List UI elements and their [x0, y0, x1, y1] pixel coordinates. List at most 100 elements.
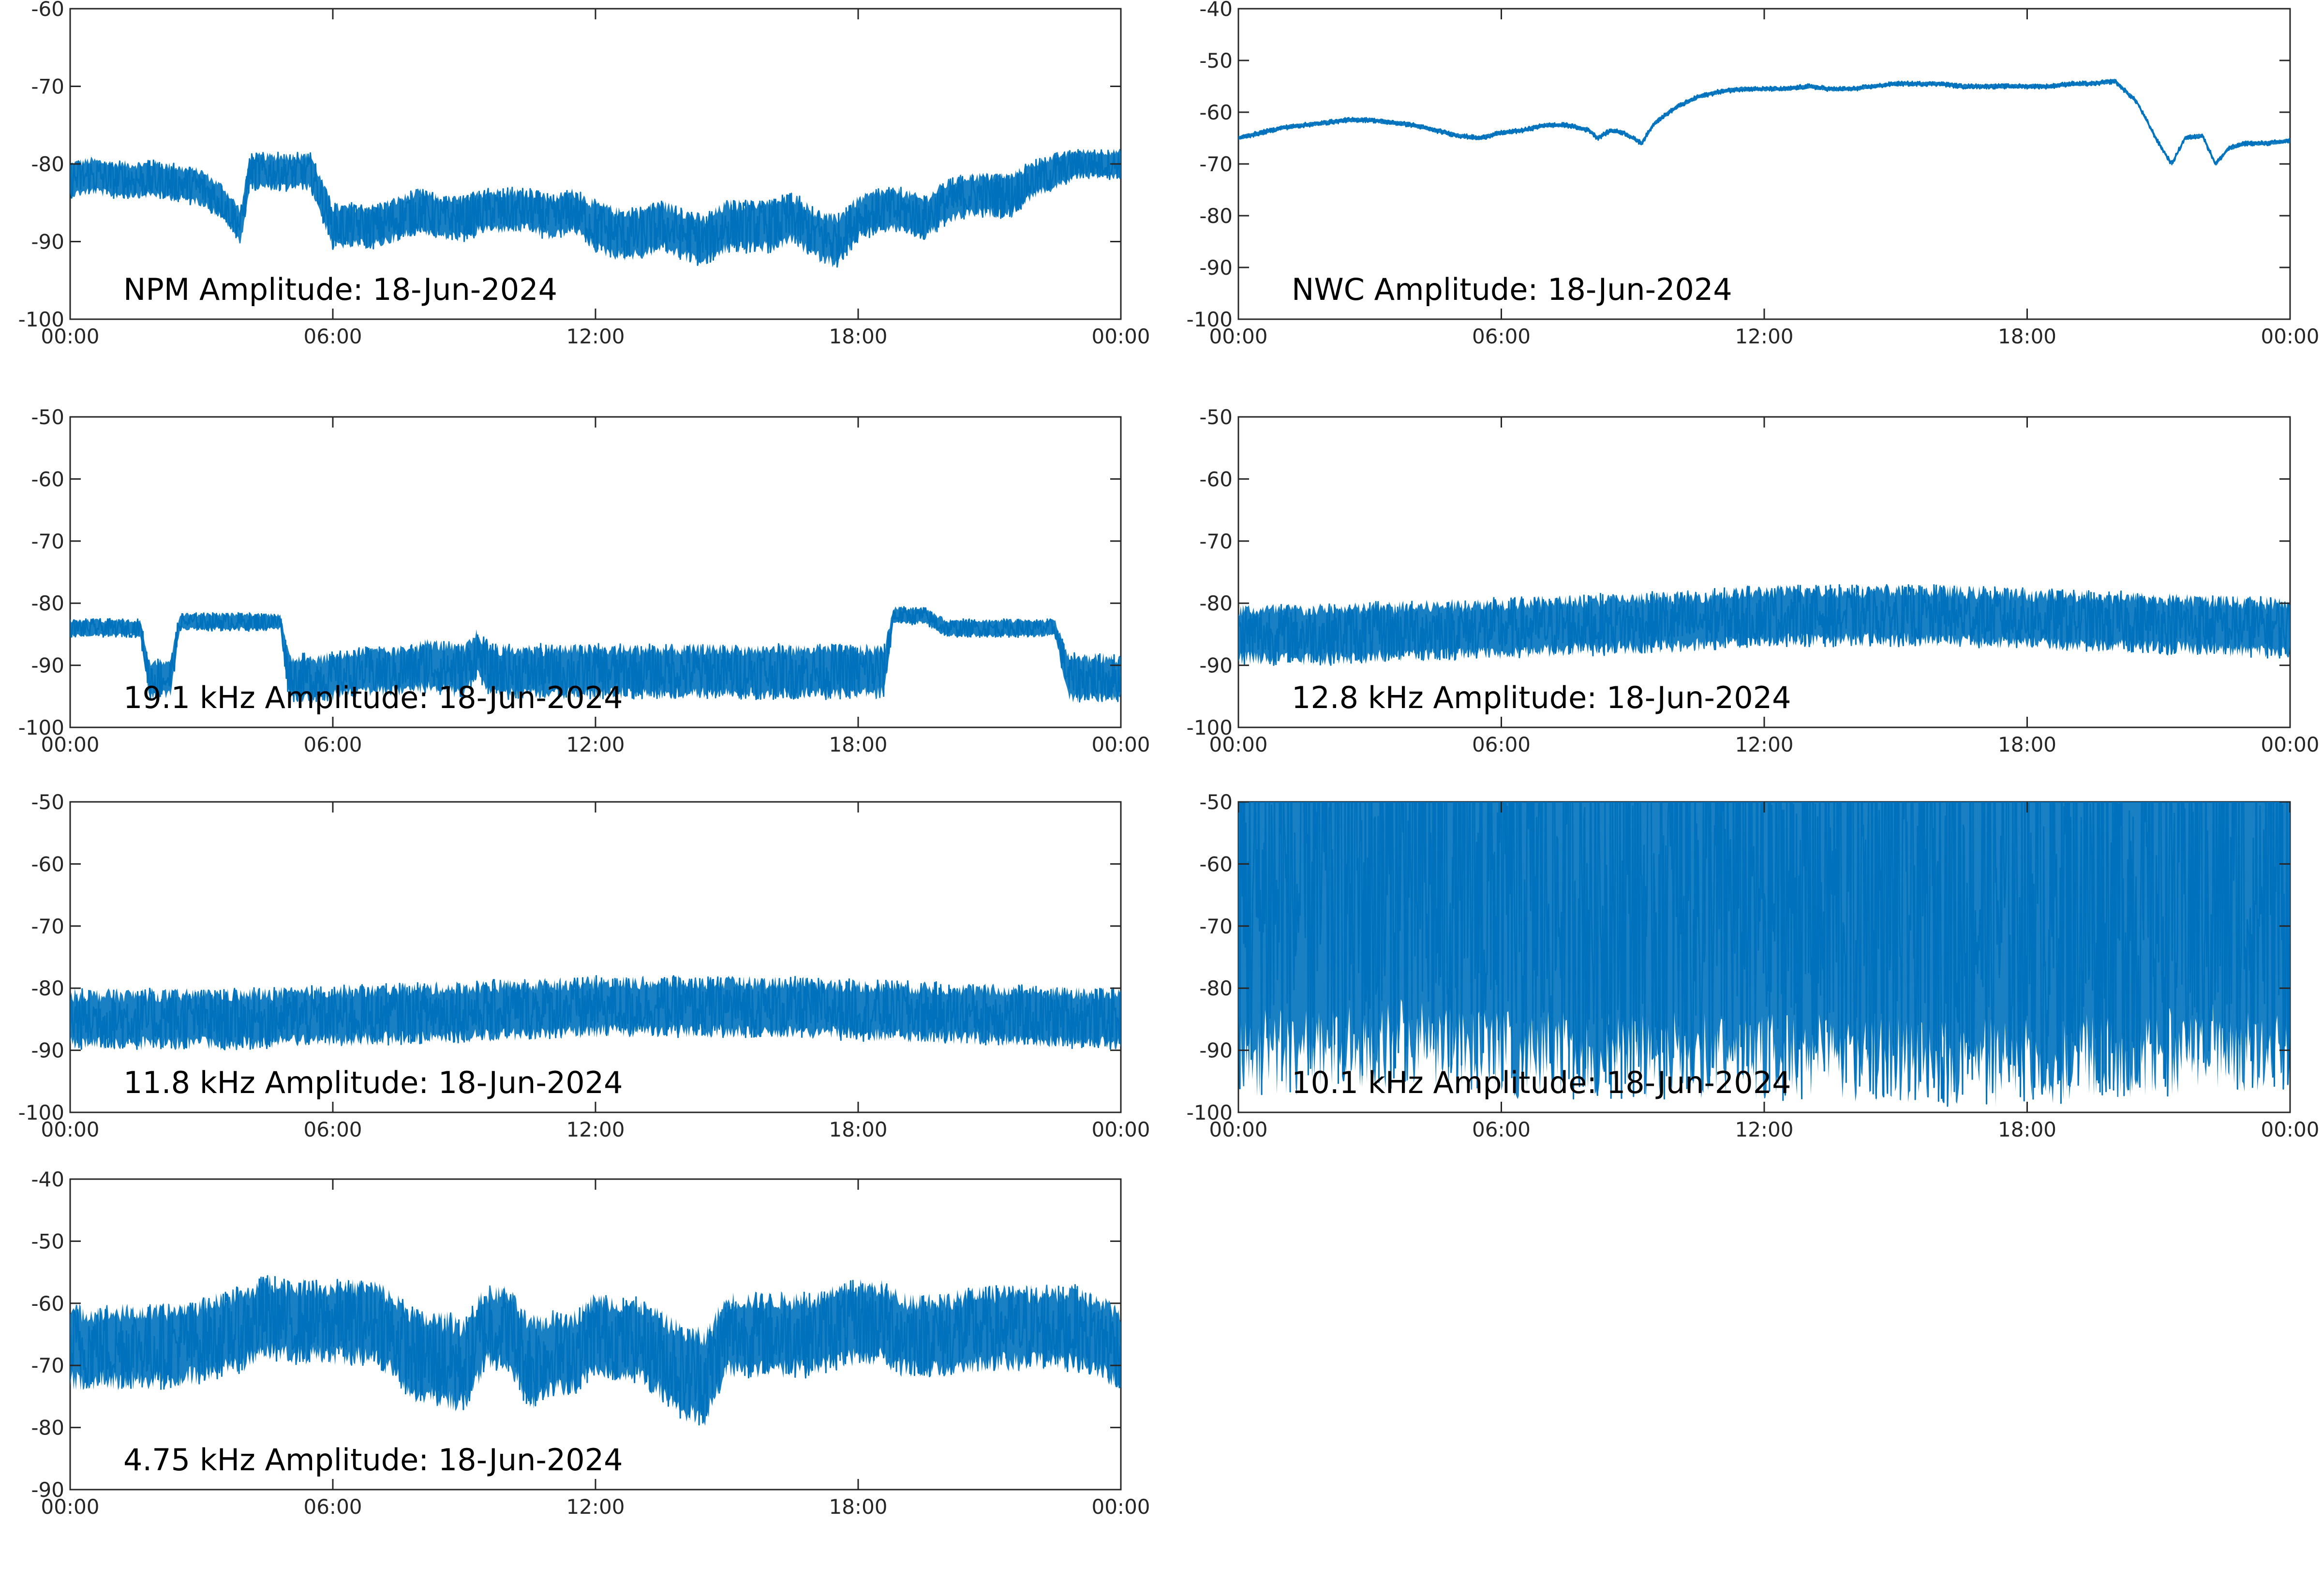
y-tick-label: -40 — [1199, 0, 1233, 21]
y-tick-label: -60 — [1199, 852, 1233, 876]
x-tick-label: 18:00 — [1998, 325, 2056, 348]
y-tick-label: -60 — [31, 0, 64, 21]
series-line — [70, 149, 1121, 268]
x-tick-label: 12:00 — [566, 325, 625, 348]
x-tick-label: 00:00 — [41, 1495, 99, 1519]
y-tick-label: -100 — [1187, 308, 1233, 331]
chart-panel-2: -100 -90 -80 -70 -60 -50 -40 00:00 06:00 12:00 18:… — [1187, 0, 2320, 348]
chart-title: NWC Amplitude: 18-Jun-2024 — [1292, 272, 1732, 307]
y-tick-label: -90 — [31, 230, 64, 254]
x-tick-label: 12:00 — [566, 733, 625, 756]
y-tick-label: -60 — [31, 1292, 64, 1315]
y-tick-label: -50 — [1199, 49, 1233, 73]
y-tick-label: -70 — [1199, 530, 1233, 553]
y-tick-label: -70 — [1199, 915, 1233, 938]
chart-title: 11.8 kHz Amplitude: 18-Jun-2024 — [123, 1065, 623, 1100]
plot-area — [70, 606, 1121, 703]
x-tick-label: 12:00 — [566, 1495, 625, 1519]
plot-area — [1238, 584, 2290, 666]
y-tick-label: -60 — [31, 852, 64, 876]
x-tick-label: 18:00 — [1998, 733, 2056, 756]
chart-title: 10.1 kHz Amplitude: 18-Jun-2024 — [1292, 1065, 1791, 1100]
chart-panel-4: -100 -90 -80 -70 -60 -50 00:00 06:00 12:00 18:00 0… — [1187, 405, 2320, 756]
x-tick-label: 00:00 — [1091, 1495, 1150, 1519]
plot-frame — [1237, 416, 2291, 728]
x-tick-label: 06:00 — [303, 1495, 362, 1519]
x-tick-label: 06:00 — [1472, 733, 1531, 756]
x-tick-label: 00:00 — [2261, 733, 2319, 756]
plot-area — [70, 148, 1121, 268]
plot-frame — [69, 801, 1122, 1113]
x-tick-label: 18:00 — [829, 733, 887, 756]
y-tick-label: -80 — [31, 976, 64, 1000]
y-tick-label: -90 — [31, 654, 64, 678]
x-tick-label: 06:00 — [1472, 1118, 1531, 1141]
y-tick-label: -90 — [1199, 654, 1233, 678]
y-tick-label: -100 — [18, 308, 64, 331]
y-tick-label: -50 — [31, 1229, 64, 1253]
x-tick-label: 00:00 — [41, 325, 99, 348]
chart-title: 4.75 kHz Amplitude: 18-Jun-2024 — [123, 1442, 623, 1478]
chart-title: 12.8 kHz Amplitude: 18-Jun-2024 — [1292, 680, 1791, 715]
plot-area — [1238, 78, 2290, 166]
y-tick-label: -100 — [18, 1101, 64, 1124]
y-tick-label: -50 — [31, 405, 64, 429]
x-tick-label: 00:00 — [1091, 1118, 1150, 1141]
y-tick-label: -60 — [31, 467, 64, 491]
y-tick-label: -100 — [1187, 1101, 1233, 1124]
y-tick-label: -90 — [31, 1039, 64, 1063]
series-line — [1238, 78, 2290, 165]
y-tick-label: -80 — [1199, 976, 1233, 1000]
y-tick-label: -80 — [1199, 591, 1233, 615]
x-tick-label: 00:00 — [41, 1118, 99, 1141]
series-line — [70, 1275, 1121, 1426]
x-tick-label: 12:00 — [566, 1118, 625, 1141]
y-tick-label: -90 — [1199, 1039, 1233, 1063]
y-tick-label: -80 — [31, 1416, 64, 1440]
x-tick-label: 18:00 — [829, 325, 887, 348]
x-tick-label: 06:00 — [1472, 325, 1531, 348]
x-tick-label: 06:00 — [303, 733, 362, 756]
y-tick-label: -100 — [1187, 716, 1233, 739]
x-tick-label: 00:00 — [1209, 1118, 1267, 1141]
series-line — [70, 975, 1121, 1050]
plot-frame — [69, 8, 1122, 320]
chart-panel-3: -100 -90 -80 -70 -60 -50 00:00 06:00 12:00 18:00 0… — [18, 405, 1150, 756]
x-tick-label: 06:00 — [303, 325, 362, 348]
x-tick-label: 00:00 — [1091, 733, 1150, 756]
plot-frame — [1237, 8, 2291, 320]
plot-area — [70, 1275, 1121, 1426]
x-tick-label: 00:00 — [2261, 1118, 2319, 1141]
y-tick-label: -70 — [31, 1354, 64, 1377]
y-tick-label: -90 — [31, 1478, 64, 1502]
y-tick-label: -50 — [1199, 405, 1233, 429]
y-tick-label: -50 — [1199, 790, 1233, 814]
chart-panel-1: -100 -90 -80 -70 -60 00:00 06:00 12:00 18:00 00:0… — [18, 0, 1150, 348]
chart-panel-5: -100 -90 -80 -70 -60 -50 00:00 06:00 12:00 18:00 0… — [18, 790, 1150, 1141]
x-tick-label: 06:00 — [303, 1118, 362, 1141]
y-tick-label: -80 — [1199, 204, 1233, 228]
y-tick-label: -60 — [1199, 467, 1233, 491]
y-tick-label: -100 — [18, 716, 64, 739]
x-tick-label: 00:00 — [1209, 325, 1267, 348]
y-tick-label: -60 — [1199, 101, 1233, 124]
y-tick-label: -70 — [1199, 152, 1233, 176]
x-tick-label: 12:00 — [1735, 733, 1793, 756]
x-tick-label: 00:00 — [1209, 733, 1267, 756]
series-line — [1238, 584, 2290, 666]
chart-panel-7: -90 -80 -70 -60 -50 -40 00:00 06:00 12:00 18:00 00… — [31, 1167, 1150, 1519]
chart-panel-6: -100 -90 -80 -70 -60 -50 00:00 06:00 12:00 18:00 0… — [1187, 790, 2320, 1141]
series-line — [1238, 802, 2290, 1107]
x-tick-label: 00:00 — [41, 733, 99, 756]
chart-title: 19.1 kHz Amplitude: 18-Jun-2024 — [123, 680, 623, 715]
x-tick-label: 00:00 — [1091, 325, 1150, 348]
y-tick-label: -70 — [31, 915, 64, 938]
y-tick-label: -70 — [31, 530, 64, 553]
y-tick-label: -90 — [1199, 256, 1233, 280]
x-tick-label: 12:00 — [1735, 1118, 1793, 1141]
y-tick-label: -80 — [31, 591, 64, 615]
plot-area — [1238, 802, 2290, 1107]
y-tick-label: -70 — [31, 75, 64, 99]
x-tick-label: 12:00 — [1735, 325, 1793, 348]
